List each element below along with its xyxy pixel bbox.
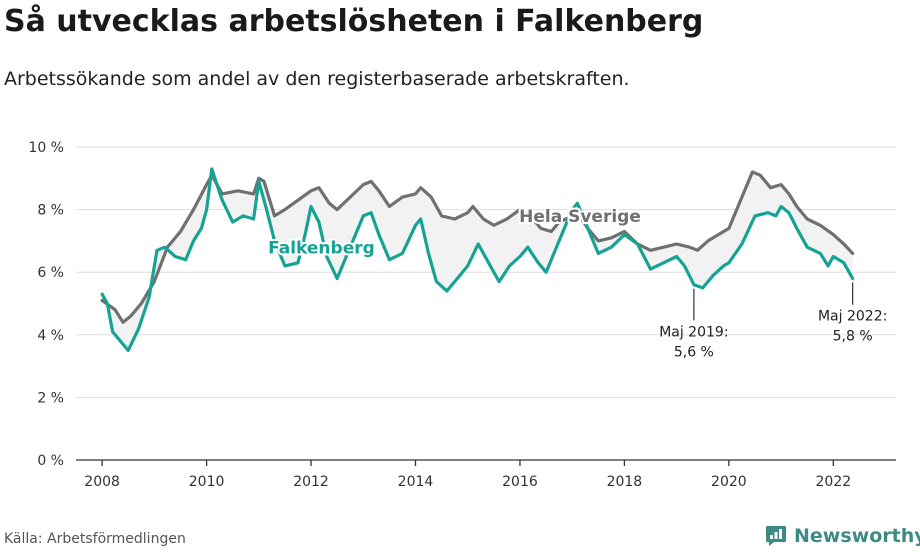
x-tick-label: 2008: [84, 474, 120, 490]
x-tick-label: 2016: [502, 474, 538, 490]
x-tick-label: 2014: [398, 474, 434, 490]
y-tick-label: 8 %: [37, 203, 64, 219]
difference-fill-area: [102, 168, 853, 351]
brand[interactable]: Newsworthy: [764, 520, 920, 552]
x-tick-label: 2010: [189, 474, 225, 490]
annotation-label: Maj 2022:: [818, 309, 887, 325]
annotation-label: 5,6 %: [674, 344, 714, 360]
x-tick-label: 2012: [293, 474, 329, 490]
annotation-label: 5,8 %: [833, 329, 873, 345]
x-tick-label: 2022: [816, 474, 852, 490]
label-layer: Falkenberg Hela Sverige Maj 2019: 5,6 % Maj …: [266, 205, 887, 360]
axis-layer: 0 % 2 % 4 % 6 % 8 % 10 % 2008 2010 2012 2014 2016 2…: [28, 140, 896, 490]
brand-name: Newsworthy: [794, 525, 920, 547]
y-tick-label: 2 %: [37, 390, 64, 406]
x-tick-label: 2020: [711, 474, 747, 490]
y-tick-label: 10 %: [28, 140, 64, 156]
annotation-label: Maj 2019:: [659, 324, 728, 340]
y-tick-label: 6 %: [37, 265, 64, 281]
series-line-hela-sverige: [100, 170, 855, 324]
y-tick-label: 0 %: [37, 453, 64, 469]
x-tick-label: 2018: [607, 474, 643, 490]
series-layer: [100, 167, 855, 352]
newsworthy-logo-icon: [766, 526, 786, 546]
y-tick-label: 4 %: [37, 328, 64, 344]
chart-subtitle: Arbetssökande som andel av den registerb…: [4, 68, 630, 90]
source-note: Källa: Arbetsförmedlingen: [4, 531, 186, 547]
series-line-falkenberg: [100, 167, 855, 352]
chart-title: Så utvecklas arbetslösheten i Falkenberg: [4, 4, 704, 39]
series-label: Falkenberg: [268, 238, 375, 258]
series-label: Hela Sverige: [519, 207, 641, 227]
